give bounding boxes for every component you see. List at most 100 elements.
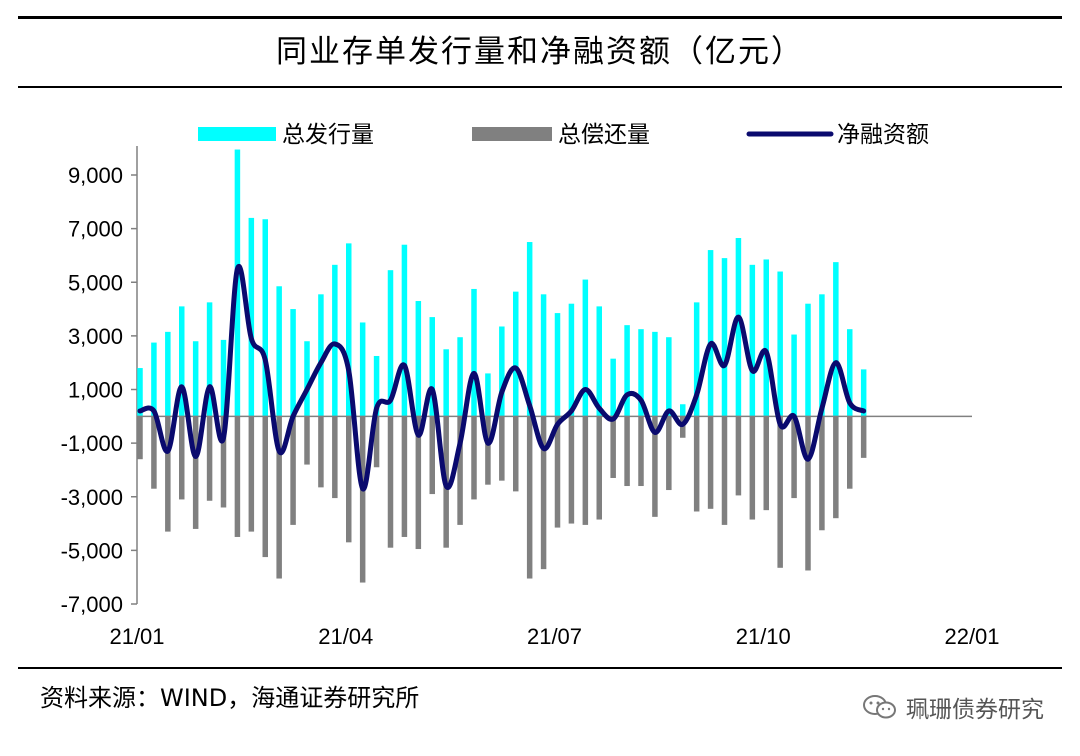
issuance-bar [819,294,825,417]
issuance-bar [262,219,268,417]
repayment-bar [513,416,519,492]
issuance-bar [485,373,491,417]
repayment-bar [819,416,825,531]
issuance-bar [582,279,589,417]
issuance-bar [248,217,255,417]
repayment-bar [429,416,435,495]
issuance-bar [332,264,338,417]
issuance-bar [610,358,616,417]
issuance-bar [680,404,686,417]
repayment-bar [262,416,268,558]
issuance-bar [401,244,408,417]
repayment-bar [624,416,630,487]
repayment-bar [499,416,505,481]
legend-label-issuance: 总发行量 [282,122,374,148]
repayment-bar [749,416,756,520]
repayment-bar [485,416,491,485]
issuance-bar [499,326,505,417]
issuance-bar [777,271,783,417]
issuance-bar [415,301,422,417]
repayment-bar [234,416,241,537]
issuance-bar [526,242,533,417]
issuance-bar [290,309,296,417]
repayment-bar [582,416,589,525]
issuance-bar [179,306,185,417]
x-tick-label: 21/07 [527,624,582,649]
repayment-bar [847,416,853,489]
issuance-bar [638,329,644,417]
issuance-bar [137,368,143,417]
issuance-bar [304,341,310,417]
issuance-bar [860,369,867,417]
repayment-bar [332,416,338,499]
repayment-bar [248,416,255,532]
repayment-bar [220,416,227,508]
issuance-bar [568,303,575,417]
repayment-bar [192,416,199,529]
issuance-bar [805,303,811,417]
y-tick-label: 3,000 [68,324,123,349]
repayment-bar [596,416,602,520]
issuance-bar [652,331,658,417]
issuance-bar [833,262,839,417]
chart: 9,000 7,000 5,000 3,000 1,000 -1,000 -3,000 -5,… [61,122,1000,649]
watermark: 珮珊债券研究 [862,690,1044,724]
repayment-bar [833,416,839,519]
repayment-bar [666,416,672,491]
issuance-bar [165,331,171,417]
repayment-bar [554,416,561,528]
issuance-bar [192,341,199,417]
issuance-bar [457,337,463,417]
issuance-bar [847,329,853,417]
issuance-bar [387,270,394,417]
y-tick-label: -7,000 [61,592,123,617]
repayment-bar [415,416,422,550]
repayment-bar [735,416,742,496]
issuance-bar [596,306,602,417]
repayment-bar [359,416,366,583]
repayment-bar [763,416,769,511]
wechat-icon [863,695,896,719]
repayment-bar [318,416,324,488]
issuance-bar [513,291,519,417]
issuance-bar [220,339,227,417]
source-note: 资料来源：WIND，海通证券研究所 [40,684,420,712]
issuance-bar [429,317,435,417]
issuance-bar [735,238,742,417]
x-tick-label: 21/04 [318,624,373,649]
issuance-bar [749,264,756,417]
chart-title: 同业存单发行量和净融资额（亿元） [276,34,804,70]
issuance-bar [318,294,324,417]
issuance-bar [359,322,366,417]
repayment-bar [777,416,783,568]
issuance-bar [693,302,700,417]
watermark-text: 珮珊债券研究 [906,697,1044,723]
repayment-bar [276,416,282,579]
repayment-bar [860,416,867,458]
y-tick-label: 1,000 [68,378,123,403]
repayment-bar [373,416,380,468]
repayment-bar [805,416,811,571]
issuance-bar [791,334,797,417]
y-tick-label: -1,000 [61,431,123,456]
x-tick-label: 22/01 [944,624,999,649]
issuance-bar [666,337,672,417]
title-rule [18,86,1062,88]
issuance-bar [443,349,449,417]
x-tick-label: 21/10 [736,624,791,649]
repayment-bar [638,416,644,487]
repayment-bar [693,416,700,512]
issuance-bar [540,294,547,417]
issuance-bar [276,286,282,417]
issuance-bar [206,302,213,417]
repayment-bar [137,416,143,460]
legend-label-net: 净融资额 [837,122,929,148]
y-tick-label: 9,000 [68,163,123,188]
issuance-bar [554,313,561,417]
repayment-bar [151,416,157,489]
repayment-bar [471,416,477,500]
repayment-bar [526,416,533,579]
top-rule [18,16,1062,19]
repayment-bar [568,416,575,524]
issuance-bar [624,325,630,417]
